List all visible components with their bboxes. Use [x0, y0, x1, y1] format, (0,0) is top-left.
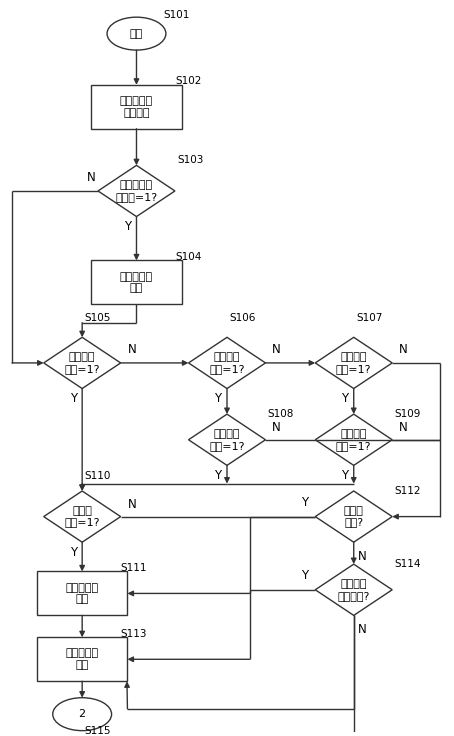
Text: Y: Y: [341, 469, 348, 482]
Text: Y: Y: [124, 220, 131, 233]
Text: S109: S109: [395, 409, 421, 420]
Bar: [37, 637, 128, 682]
Text: S113: S113: [121, 629, 147, 639]
Text: Y: Y: [69, 392, 77, 406]
Text: S112: S112: [395, 486, 421, 496]
Text: Y: Y: [214, 469, 222, 482]
Text: S105: S105: [84, 313, 111, 322]
Text: N: N: [128, 498, 136, 511]
Text: 2: 2: [79, 710, 86, 719]
Text: 所有设备
已经停止?: 所有设备 已经停止?: [337, 579, 370, 601]
Text: N: N: [399, 342, 408, 355]
Text: Y: Y: [301, 496, 308, 509]
Text: N: N: [358, 623, 367, 636]
Text: S108: S108: [268, 409, 294, 420]
Text: 开始: 开始: [130, 29, 143, 38]
Text: S107: S107: [356, 313, 382, 322]
Text: Y: Y: [214, 392, 222, 406]
Text: 发出组自动
脉冲: 发出组自动 脉冲: [120, 272, 153, 293]
Text: 设置组起动
故障时间: 设置组起动 故障时间: [120, 96, 153, 118]
Text: Y: Y: [301, 570, 308, 582]
Text: 手动起动
命令=1?: 手动起动 命令=1?: [64, 352, 100, 374]
Text: 上位机组自
动命令=1?: 上位机组自 动命令=1?: [115, 180, 158, 202]
Text: S114: S114: [395, 559, 421, 569]
Text: N: N: [399, 421, 408, 434]
Text: S102: S102: [175, 77, 201, 86]
Text: N: N: [87, 171, 96, 184]
Text: Y: Y: [69, 546, 77, 559]
Text: N: N: [358, 550, 367, 562]
Bar: [91, 261, 182, 305]
Text: 判断组
准备=1?: 判断组 准备=1?: [64, 506, 100, 528]
Text: 自动起动
命令=1?: 自动起动 命令=1?: [209, 352, 245, 374]
Bar: [91, 85, 182, 129]
Text: S101: S101: [163, 10, 190, 21]
Text: N: N: [128, 342, 136, 355]
Text: 自动起停
允许=1?: 自动起停 允许=1?: [209, 429, 245, 450]
Text: S106: S106: [229, 313, 256, 322]
Text: S103: S103: [177, 155, 203, 166]
Text: Y: Y: [341, 392, 348, 406]
Text: 外部起停
允许=1?: 外部起停 允许=1?: [336, 429, 371, 450]
Text: S111: S111: [121, 563, 147, 573]
Text: S110: S110: [84, 472, 111, 481]
Text: 组停止
完成?: 组停止 完成?: [344, 506, 364, 528]
Bar: [37, 571, 128, 615]
Text: 置位组起动
命令: 置位组起动 命令: [65, 583, 99, 604]
Text: 复位组停止
命令: 复位组停止 命令: [65, 648, 99, 670]
Text: N: N: [272, 342, 281, 355]
Text: N: N: [272, 421, 281, 434]
Text: 外部起动
命令=1?: 外部起动 命令=1?: [336, 352, 371, 374]
Text: S115: S115: [84, 726, 111, 736]
Text: S104: S104: [175, 252, 201, 262]
